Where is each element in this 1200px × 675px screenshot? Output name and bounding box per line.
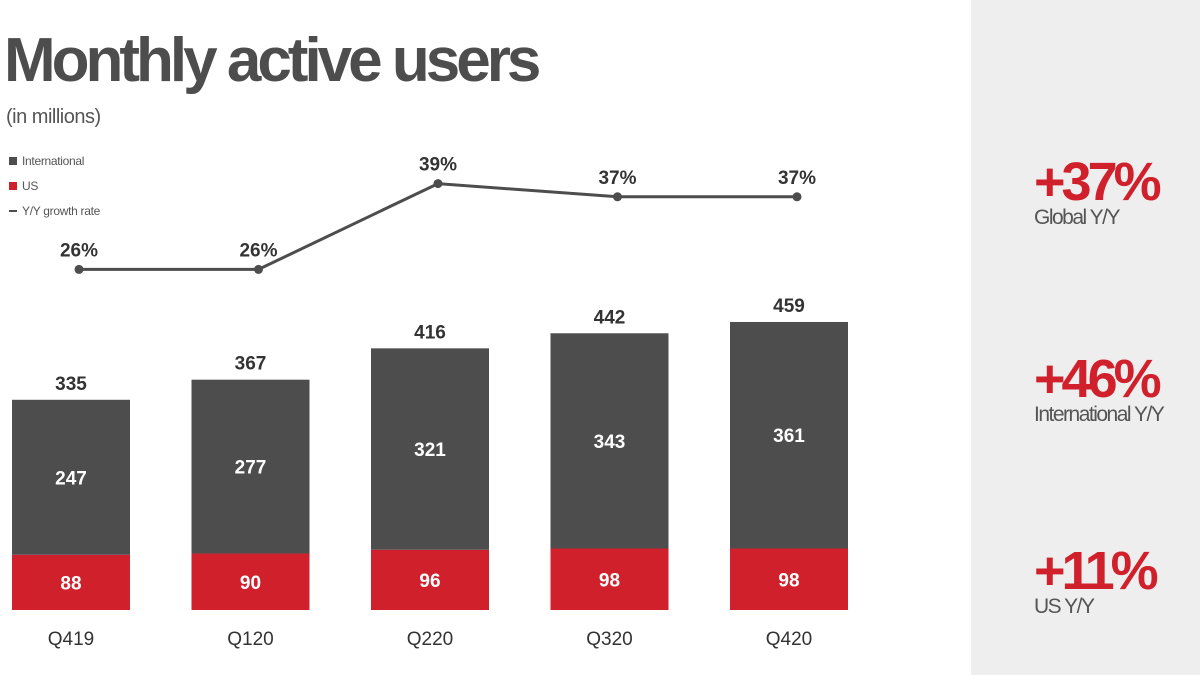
x-tick-Q220: Q220 (407, 629, 453, 650)
data-label-total-Q320: 442 (594, 307, 626, 328)
stat-international-value: +46% (1034, 349, 1162, 409)
bar-us-Q220 (371, 549, 489, 610)
stat-international: +46% International Y/Y (1034, 349, 1165, 427)
bar-international-Q320 (550, 333, 669, 549)
legend-label-growth: Y/Y growth rate (22, 203, 100, 218)
legend-swatch-us (9, 181, 17, 190)
x-tick-Q420: Q420 (766, 629, 812, 650)
stat-us-label: US Y/Y (1034, 595, 1095, 618)
data-label-total-Q419: 335 (55, 374, 87, 395)
growth-label-Q220: 39% (419, 155, 457, 176)
bar-us-Q120 (191, 553, 310, 610)
mau-chart: 88 247 335 Q419 90 277 367 Q120 96 321 416 Q220 98 34… (12, 155, 848, 650)
legend-label-us: US (22, 178, 39, 193)
x-tick-Q419: Q419 (48, 629, 94, 650)
data-label-international-Q120: 277 (235, 458, 267, 479)
data-label-total-Q120: 367 (235, 354, 267, 375)
growth-point-Q420 (792, 192, 802, 202)
growth-point-Q220 (433, 179, 443, 189)
stat-global-label: Global Y/Y (1034, 206, 1121, 229)
bar-us-Q419 (12, 554, 130, 610)
chart-legend: International US Y/Y growth rate (9, 148, 100, 223)
growth-point-Q419 (74, 264, 84, 274)
x-tick-Q320: Q320 (586, 629, 632, 650)
data-label-us-Q419: 88 (60, 573, 81, 594)
growth-label-Q419: 26% (60, 240, 98, 261)
bar-international-Q419 (12, 399, 130, 555)
data-label-international-Q320: 343 (594, 432, 626, 453)
growth-point-Q120 (254, 264, 263, 274)
legend-label-international: International (22, 153, 85, 168)
legend-swatch-international (9, 156, 17, 165)
data-label-us-Q220: 96 (419, 571, 440, 592)
data-label-total-Q220: 416 (414, 322, 446, 343)
x-tick-Q120: Q120 (227, 629, 273, 650)
chart-title: Monthly active users (4, 26, 541, 95)
stat-us-value: +11% (1034, 541, 1159, 601)
chart-subtitle: (in millions) (6, 106, 101, 128)
data-label-international-Q420: 361 (773, 426, 805, 447)
bar-us-Q420 (730, 548, 848, 610)
stat-global-value: +37% (1034, 152, 1162, 212)
legend-item-growth: Y/Y growth rate (9, 198, 100, 223)
data-label-international-Q220: 321 (414, 440, 446, 461)
data-label-us-Q120: 90 (240, 573, 261, 594)
data-label-total-Q420: 459 (773, 296, 805, 317)
legend-item-international: International (9, 148, 100, 173)
bar-international-Q420 (730, 321, 848, 549)
data-label-us-Q420: 98 (778, 570, 799, 591)
stats-panel: +37% Global Y/Y +46% International Y/Y +… (971, 0, 1200, 675)
data-label-us-Q320: 98 (599, 570, 620, 591)
growth-point-Q320 (613, 192, 622, 202)
bar-international-Q220 (371, 348, 489, 550)
bar-international-Q120 (191, 379, 310, 554)
growth-label-Q120: 26% (239, 240, 277, 261)
stat-us: +11% US Y/Y (1034, 541, 1159, 619)
growth-label-Q320: 37% (598, 168, 636, 189)
bar-us-Q320 (550, 548, 669, 610)
stat-global: +37% Global Y/Y (1034, 152, 1162, 230)
growth-rate-line (79, 182, 797, 271)
legend-swatch-growth (9, 209, 17, 212)
growth-label-Q420: 37% (778, 168, 816, 189)
legend-item-us: US (9, 173, 100, 198)
stat-international-label: International Y/Y (1034, 403, 1165, 426)
data-label-international-Q419: 247 (55, 468, 87, 489)
